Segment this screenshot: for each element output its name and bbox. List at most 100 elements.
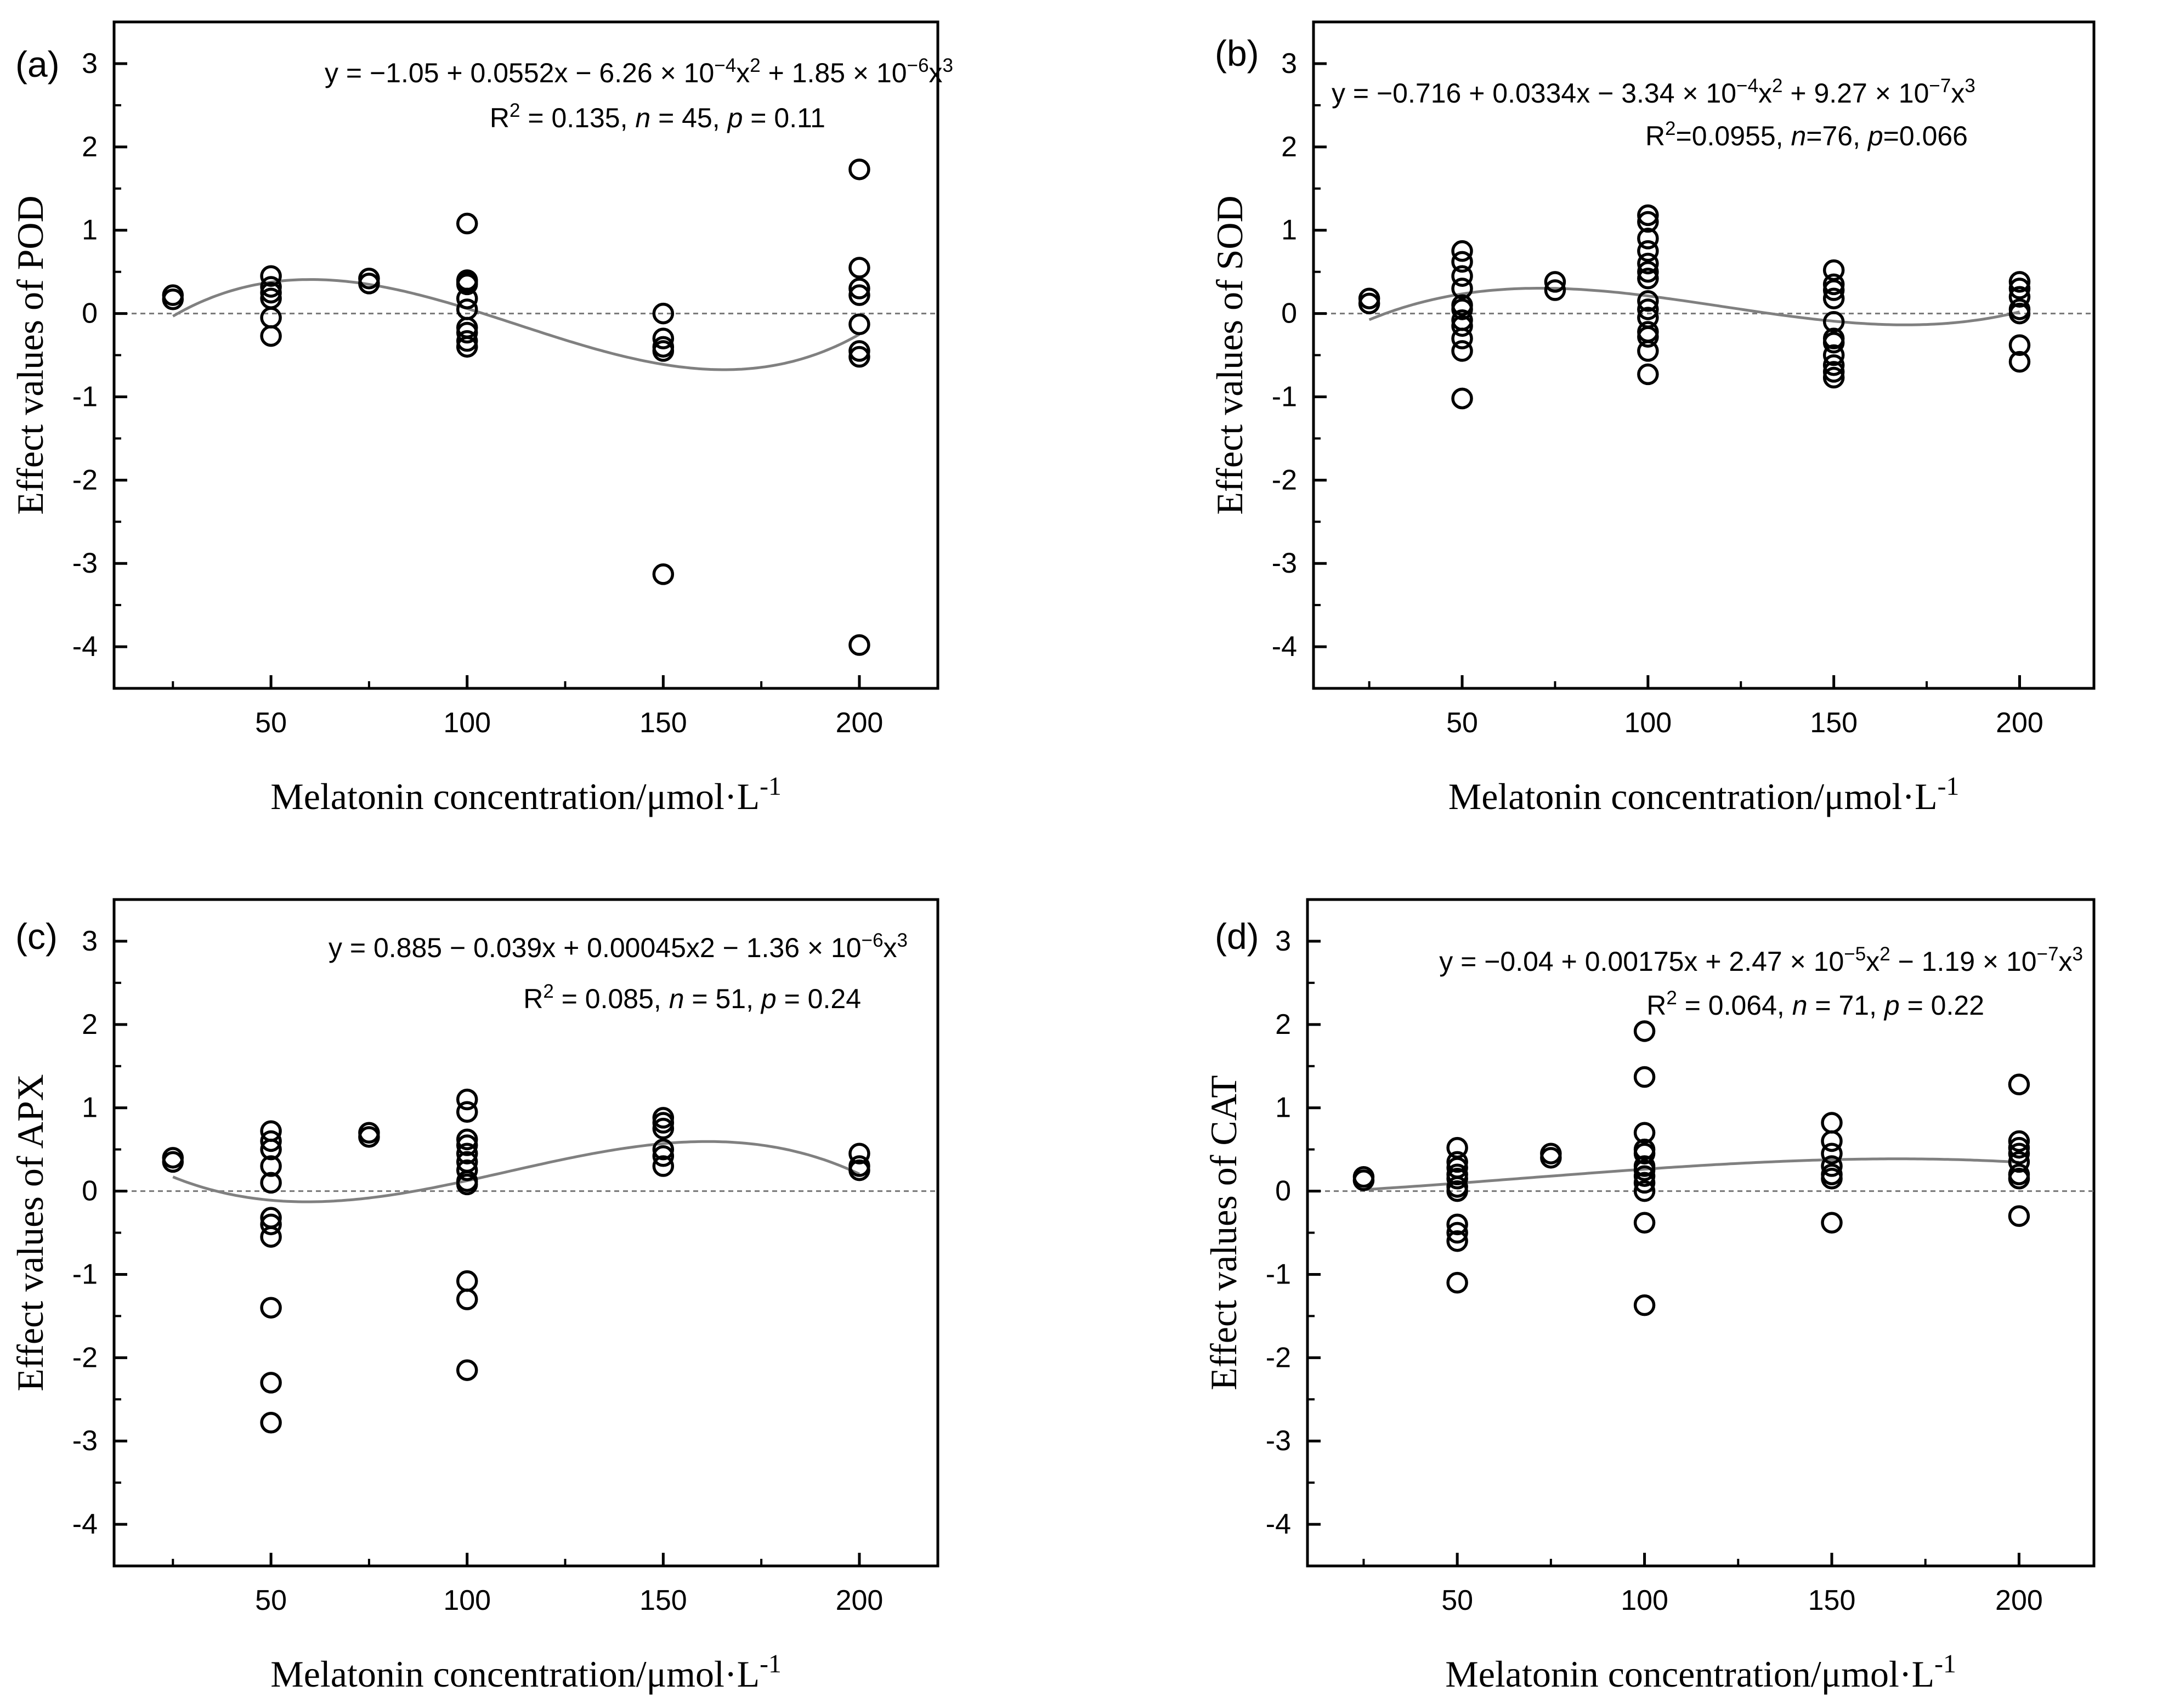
data-point: [1637, 228, 1659, 250]
data-point: [1633, 1020, 1656, 1042]
y-tick-label: -4: [1272, 631, 1297, 663]
data-point: [1451, 327, 1473, 349]
x-tick-label: 200: [836, 1585, 884, 1616]
data-point: [2008, 1130, 2030, 1152]
x-axis-title: Melatonin concentration/μmol·L-1: [1445, 1650, 1956, 1695]
data-point: [1822, 287, 1845, 309]
data-point: [2008, 1205, 2030, 1227]
data-point: [1821, 1112, 1843, 1134]
data-point: [1637, 261, 1659, 283]
fit-statistics: R2 = 0.135, n = 45, p = 0.11: [490, 100, 825, 134]
fit-equation: y = −0.716 + 0.0334x − 3.34 × 10−4x2 + 9…: [1332, 75, 1975, 109]
data-point: [848, 278, 870, 299]
data-point: [1446, 1230, 1468, 1252]
data-point: [260, 265, 282, 287]
data-point: [652, 1112, 675, 1134]
data-point: [848, 1143, 870, 1164]
x-tick-label: 200: [1996, 707, 2043, 739]
y-tick-label: -3: [72, 1425, 98, 1457]
data-point: [848, 1159, 870, 1181]
y-tick-label: 2: [82, 131, 98, 163]
y-tick-label: -3: [72, 547, 98, 579]
y-tick-label: -1: [1272, 381, 1297, 412]
data-point: [1451, 265, 1473, 287]
data-point: [1637, 240, 1659, 262]
data-point: [260, 1172, 282, 1194]
y-tick-label: -4: [1266, 1508, 1291, 1540]
data-point: [1358, 292, 1380, 315]
data-point: [1633, 1122, 1656, 1144]
data-point: [652, 302, 675, 325]
x-tick-label: 100: [443, 707, 491, 739]
data-point: [260, 276, 282, 298]
y-axis-title: Effect values of CAT: [1203, 1075, 1244, 1390]
x-tick-label: 100: [1624, 707, 1672, 739]
fit-equation: y = 0.885 − 0.039x + 0.00045x2 − 1.36 × …: [329, 930, 908, 964]
data-point: [2008, 278, 2031, 299]
y-tick-label: -3: [1266, 1425, 1291, 1457]
data-point: [358, 1126, 380, 1148]
data-point: [1633, 1066, 1656, 1088]
data-point: [848, 346, 870, 368]
data-point: [1544, 279, 1566, 301]
data-point: [848, 340, 870, 362]
data-point: [1451, 340, 1473, 362]
y-tick-label: 0: [1275, 1175, 1291, 1207]
x-tick-label: 100: [443, 1585, 491, 1616]
y-tick-label: -1: [72, 1258, 98, 1290]
data-point: [652, 1145, 675, 1167]
y-tick-label: -2: [72, 1342, 98, 1373]
y-tick-label: 1: [1281, 214, 1297, 246]
panel-label: (b): [1215, 33, 1259, 73]
x-axis-title: Melatonin concentration/μmol·L-1: [270, 1650, 782, 1695]
y-tick-label: 0: [82, 298, 98, 330]
data-point: [2008, 1136, 2030, 1159]
fit-curve: [172, 1140, 860, 1203]
data-point: [1637, 298, 1659, 320]
x-tick-label: 50: [255, 1585, 287, 1616]
data-point: [2008, 350, 2031, 373]
data-point: [1446, 1180, 1468, 1202]
data-point: [456, 1288, 478, 1310]
data-point: [1637, 326, 1659, 348]
data-point: [1637, 363, 1659, 386]
data-point: [260, 1297, 282, 1319]
x-axis-title: Melatonin concentration/μmol·L-1: [1448, 772, 1960, 817]
data-point: [456, 330, 478, 352]
x-tick-label: 50: [255, 707, 287, 739]
data-point: [652, 340, 675, 362]
data-point: [652, 563, 675, 585]
data-point: [260, 307, 282, 329]
data-point: [260, 325, 282, 347]
data-point: [456, 212, 478, 235]
data-point: [1821, 1130, 1843, 1152]
data-point: [2008, 271, 2031, 293]
data-point: [1451, 387, 1473, 410]
data-point: [1822, 279, 1845, 301]
y-tick-label: 3: [1275, 925, 1291, 957]
data-point: [1446, 1213, 1468, 1236]
data-point: [1633, 1165, 1656, 1187]
data-point: [456, 287, 478, 309]
data-point: [2008, 1151, 2030, 1173]
x-tick-label: 150: [639, 1585, 687, 1616]
data-point: [1633, 1212, 1656, 1234]
data-point: [456, 1134, 478, 1156]
y-tick-label: -1: [1266, 1258, 1291, 1290]
fit-curve: [1363, 1157, 2019, 1191]
data-point: [456, 1128, 478, 1151]
fit-statistics: R2=0.0955, n=76, p=0.066: [1645, 118, 1968, 152]
y-tick-label: 0: [1281, 298, 1297, 330]
data-point: [456, 1359, 478, 1381]
panel-a: 3 2 1 0 -1 -2 -3 -4 50 100 150 200 Melatonin concent…: [9, 20, 953, 817]
data-point: [1637, 340, 1659, 362]
x-tick-label: 150: [1810, 707, 1858, 739]
y-tick-label: -3: [1272, 547, 1297, 579]
data-point: [1451, 278, 1473, 299]
data-point: [456, 1159, 478, 1181]
data-point: [260, 1138, 282, 1161]
data-point: [260, 1372, 282, 1394]
data-point: [848, 159, 870, 180]
fit-curve: [1368, 287, 2020, 326]
data-point: [456, 321, 478, 344]
